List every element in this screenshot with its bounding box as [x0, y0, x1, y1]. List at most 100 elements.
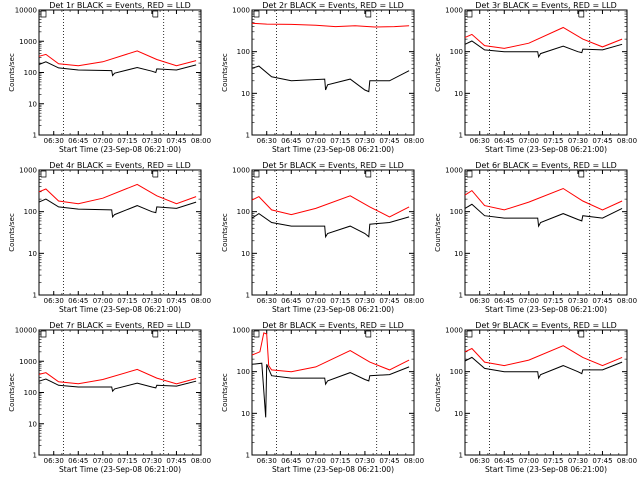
y-tick-label: 1: [33, 132, 37, 140]
panel-3: Det 3r BLACK = Events, RED = LLD 1 10 100 10…: [434, 1, 637, 154]
series-lld-line: [251, 332, 410, 373]
panel-title: Det 5r BLACK = Events, RED = LLD: [262, 161, 404, 170]
y-tick-label: 10000: [15, 327, 37, 335]
y-axis-label: Counts/sec: [221, 213, 229, 252]
x-tick-label: 07:30: [355, 457, 375, 465]
x-axis-label: Start Time (23-Sep-08 06:21:00): [59, 305, 181, 314]
y-tick-label: 10: [28, 420, 37, 428]
series-lld-line: [38, 183, 197, 205]
panel-title: Det 4r BLACK = Events, RED = LLD: [49, 161, 191, 170]
x-tick-label: 07:45: [379, 297, 399, 305]
y-tick-label: 1000: [232, 327, 250, 335]
x-tick-label: 07:00: [306, 297, 326, 305]
x-tick-label: 06:45: [68, 137, 88, 145]
x-tick-label: 07:30: [142, 457, 162, 465]
y-tick-label: 1: [246, 452, 250, 460]
plot-frame: [464, 9, 628, 136]
series-events-line: [251, 65, 410, 93]
series-lld-line: [464, 26, 623, 49]
plot-frame: [251, 329, 415, 456]
series-events-line: [251, 362, 410, 418]
interval-bracket: [152, 170, 159, 178]
interval-bracket: [466, 10, 473, 18]
panel-7: Det 7r BLACK = Events, RED = LLD 1 10 100 10…: [8, 321, 211, 474]
series-events-line: [38, 61, 197, 77]
series-events-line: [251, 212, 410, 239]
y-tick-label: 100: [237, 48, 250, 56]
series-events-line: [38, 378, 197, 393]
x-tick-label: 07:45: [592, 297, 612, 305]
interval-bracket: [152, 10, 159, 18]
y-tick-label: 100: [450, 48, 463, 56]
interval-bracket: [466, 330, 473, 338]
interval-bracket: [253, 10, 260, 18]
x-tick-label: 07:30: [142, 137, 162, 145]
interval-bracket: [40, 330, 47, 338]
x-tick-label: 06:45: [281, 137, 301, 145]
y-axis-label: Counts/sec: [8, 213, 16, 252]
panel-2: Det 2r BLACK = Events, RED = LLD 1 10 100 10…: [221, 1, 424, 154]
y-tick-label: 10: [28, 250, 37, 258]
plot-frame: [38, 169, 202, 296]
interval-bracket: [365, 170, 372, 178]
y-tick-label: 1: [33, 452, 37, 460]
series-lld-line: [38, 50, 197, 67]
series-lld-line: [251, 195, 410, 218]
x-tick-label: 07:15: [117, 137, 137, 145]
panel-9: Det 9r BLACK = Events, RED = LLD 1 10 100 10…: [434, 321, 637, 474]
y-tick-label: 10: [241, 90, 250, 98]
interval-bracket: [578, 330, 585, 338]
panel-title: Det 1r BLACK = Events, RED = LLD: [49, 1, 191, 10]
x-tick-label: 06:30: [257, 457, 277, 465]
y-tick-label: 100: [237, 208, 250, 216]
series-lld-line: [251, 22, 410, 28]
y-axis-label: Counts/sec: [221, 53, 229, 92]
interval-bracket: [466, 170, 473, 178]
x-tick-label: 07:45: [166, 457, 186, 465]
y-tick-label: 10000: [15, 7, 37, 15]
series-lld-line: [464, 345, 623, 367]
x-tick-label: 06:45: [281, 297, 301, 305]
x-axis-label: Start Time (23-Sep-08 06:21:00): [272, 305, 394, 314]
x-tick-label: 07:15: [330, 297, 350, 305]
y-axis-label: Counts/sec: [8, 53, 16, 92]
x-tick-label: 07:45: [592, 137, 612, 145]
x-tick-label: 07:45: [592, 457, 612, 465]
x-tick-label: 07:00: [93, 137, 113, 145]
x-tick-label: 07:00: [519, 457, 539, 465]
y-tick-label: 1000: [19, 38, 37, 46]
x-tick-label: 08:00: [191, 297, 211, 305]
x-tick-label: 06:30: [44, 137, 64, 145]
x-tick-label: 07:00: [93, 297, 113, 305]
series-lld-line: [38, 368, 197, 385]
x-tick-label: 07:00: [93, 457, 113, 465]
interval-bracket: [253, 330, 260, 338]
x-tick-label: 07:45: [166, 137, 186, 145]
panel-title: Det 6r BLACK = Events, RED = LLD: [475, 161, 617, 170]
y-tick-label: 100: [450, 368, 463, 376]
x-tick-label: 06:30: [257, 137, 277, 145]
y-tick-label: 1000: [19, 358, 37, 366]
y-axis-label: Counts/sec: [221, 373, 229, 412]
y-tick-label: 100: [450, 208, 463, 216]
x-tick-label: 06:30: [44, 457, 64, 465]
y-tick-label: 10: [454, 410, 463, 418]
x-axis-label: Start Time (23-Sep-08 06:21:00): [59, 465, 181, 474]
x-tick-label: 07:30: [568, 297, 588, 305]
x-tick-label: 06:30: [470, 137, 490, 145]
x-tick-label: 07:15: [543, 137, 563, 145]
y-tick-label: 1: [246, 292, 250, 300]
y-tick-label: 100: [24, 389, 37, 397]
series-lld-line: [464, 187, 623, 211]
plot-frame: [464, 329, 628, 456]
x-tick-label: 08:00: [404, 297, 424, 305]
y-tick-label: 10: [241, 250, 250, 258]
x-tick-label: 06:30: [470, 297, 490, 305]
series-events-line: [464, 203, 623, 228]
y-tick-label: 10: [454, 250, 463, 258]
x-tick-label: 07:00: [306, 457, 326, 465]
x-tick-label: 07:15: [117, 457, 137, 465]
y-axis-label: Counts/sec: [434, 213, 442, 252]
x-tick-label: 07:15: [543, 457, 563, 465]
x-tick-label: 07:45: [379, 137, 399, 145]
